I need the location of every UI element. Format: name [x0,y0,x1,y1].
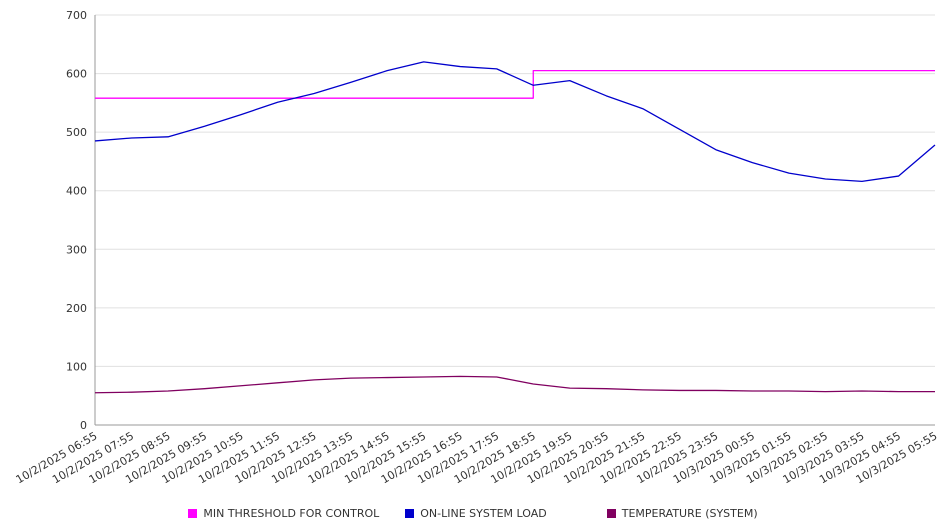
series-line-on-line-system-load [94,61,936,182]
y-axis-tick-label: 300 [66,243,87,256]
y-axis-tick-label: 400 [66,185,87,198]
legend: MIN THRESHOLD FOR CONTROL ON-LINE SYSTEM… [0,507,946,520]
series-line-temperature-system [94,375,935,394]
series-line-min-threshold-for-control [95,69,935,99]
legend-swatch-min-threshold [188,509,198,518]
legend-item-online-system-load[interactable]: ON-LINE SYSTEM LOAD [405,507,547,520]
legend-swatch-online-system-load [405,509,415,518]
y-axis-tick-label: 600 [66,68,87,81]
legend-label-temperature-system: TEMPERATURE (SYSTEM) [621,507,758,520]
y-axis-tick-label: 500 [66,126,87,139]
legend-label-min-threshold: MIN THRESHOLD FOR CONTROL [203,507,380,520]
legend-item-min-threshold-for-control[interactable]: MIN THRESHOLD FOR CONTROL [188,507,379,520]
y-axis-tick-label: 700 [66,9,87,22]
legend-item-temperature-system[interactable]: TEMPERATURE (SYSTEM) [606,507,758,520]
y-axis-tick-label: 200 [66,302,87,315]
legend-swatch-temperature-system [606,509,616,518]
legend-label-online-system-load: ON-LINE SYSTEM LOAD [420,507,547,520]
y-axis-tick-label: 100 [66,360,87,373]
y-axis-tick-label: 0 [80,419,87,432]
